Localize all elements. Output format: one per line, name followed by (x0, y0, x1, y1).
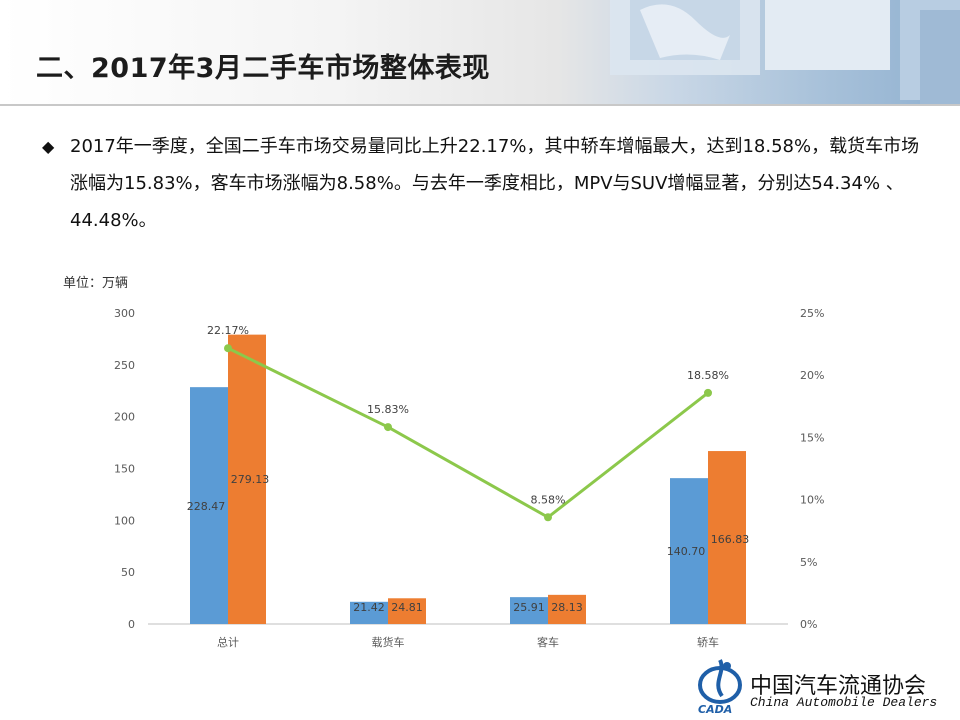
bar-value-label-2016: 228.47 (187, 500, 226, 513)
y-right-tick-label: 0% (800, 618, 817, 631)
x-tick-label: 总计 (217, 635, 239, 649)
yoy-point (224, 344, 232, 353)
x-tick-label: 载货车 (372, 635, 405, 649)
y-left-tick-label: 100 (114, 514, 135, 527)
page-title: 二、2017年3月二手车市场整体表现 (36, 53, 490, 84)
bar-2017 (228, 334, 266, 624)
bar-2016 (190, 387, 228, 624)
bar-value-label-2016: 25.91 (513, 601, 545, 614)
org-name-en: China Automobile Dealers (750, 695, 938, 710)
y-right-tick-label: 10% (800, 494, 824, 507)
yoy-value-label: 22.17% (207, 324, 249, 337)
y-left-tick-label: 150 (114, 463, 135, 476)
y-right-tick-label: 5% (800, 556, 817, 569)
yoy-value-label: 18.58% (687, 369, 729, 382)
bar-2016 (510, 597, 548, 624)
bar-2017 (388, 598, 426, 624)
x-tick-label: 客车 (537, 635, 559, 649)
y-left-tick-label: 300 (114, 307, 135, 320)
summary-text: 2017年一季度，全国二手车市场交易量同比上升22.17%，其中轿车增幅最大，达… (70, 136, 920, 231)
y-left-tick-label: 200 (114, 411, 135, 424)
y-left-tick-label: 0 (128, 618, 135, 631)
y-right-tick-label: 25% (800, 307, 824, 320)
yoy-line (227, 346, 709, 520)
header-banner: 二、2017年3月二手车市场整体表现 (0, 0, 960, 104)
bar-2017 (548, 594, 586, 624)
bar-2016 (670, 478, 708, 624)
cada-emblem-icon: CADA (698, 659, 742, 716)
y-right-tick-label: 15% (800, 431, 824, 444)
unit-label: 单位：万辆 (63, 276, 128, 291)
y-left-tick-label: 50 (121, 566, 135, 579)
bar-2016 (350, 601, 388, 624)
chart: 单位：万辆 0 50 100 150 200 250 300 0% 5% 10% 15% 20% 25%… (63, 276, 824, 649)
yoy-value-label: 8.58% (531, 493, 566, 506)
yoy-value-label: 15.83% (367, 403, 409, 416)
bar-value-label-2016: 140.70 (667, 545, 706, 558)
summary-paragraph: ◆ 2017年一季度，全国二手车市场交易量同比上升22.17%，其中轿车增幅最大… (42, 128, 922, 239)
bar-2017 (708, 451, 746, 624)
logo-text: CADA (698, 703, 732, 716)
cada-logo: CADA 中国汽车流通协会 China Automobile Dealers (692, 652, 960, 720)
y-right-tick-label: 20% (800, 369, 824, 382)
bar-value-label-2017: 279.13 (231, 473, 270, 486)
header-decoration (610, 0, 960, 104)
bar-value-label-2017: 28.13 (551, 601, 583, 614)
yoy-point (544, 513, 552, 522)
bar-value-label-2016: 21.42 (353, 601, 385, 614)
org-name-cn: 中国汽车流通协会 (750, 674, 927, 699)
x-tick-label: 轿车 (697, 635, 719, 649)
header-divider (0, 104, 960, 106)
bar-value-label-2017: 166.83 (711, 533, 750, 546)
y-left-tick-label: 250 (114, 359, 135, 372)
yoy-point (384, 423, 392, 432)
bar-value-label-2017: 24.81 (391, 601, 423, 614)
diamond-bullet-icon: ◆ (42, 137, 55, 156)
yoy-point (704, 388, 712, 397)
